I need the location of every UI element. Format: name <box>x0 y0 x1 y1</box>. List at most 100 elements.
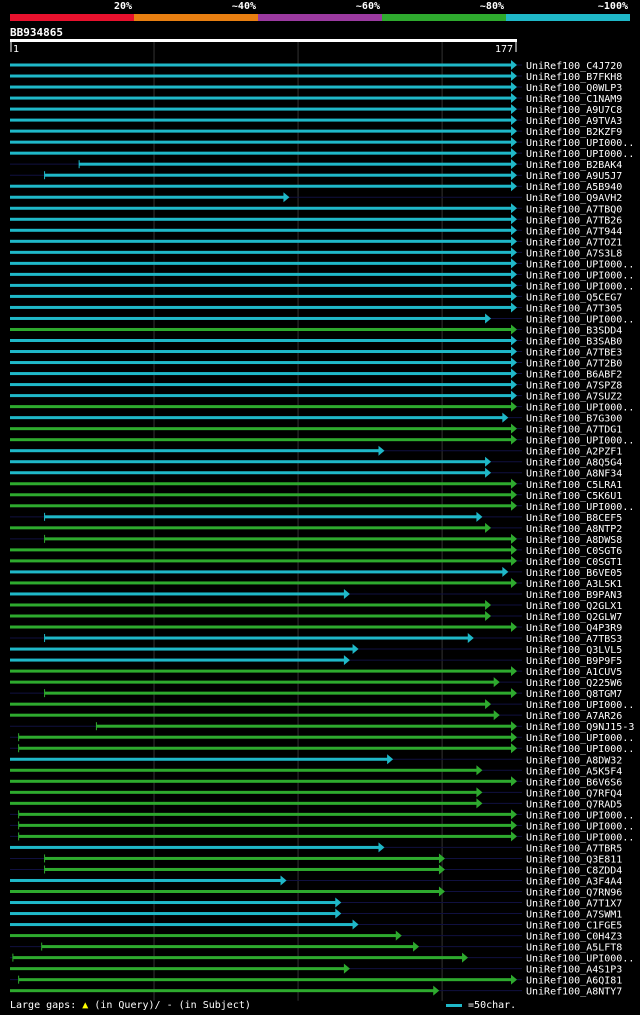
hit-label: UniRef100_B9P9F5 <box>526 656 622 667</box>
legend-segment <box>134 14 258 21</box>
hit-label: UniRef100_A8DWS8 <box>526 535 622 546</box>
hit-arrow <box>467 633 474 644</box>
hit-bar <box>10 339 512 342</box>
hit-label: UniRef100_UPI000.. <box>526 733 634 744</box>
hit-arrow <box>343 963 350 974</box>
hit-bar <box>18 834 512 838</box>
hit-bar <box>10 581 512 585</box>
hit-bar <box>10 647 354 651</box>
hit-label: UniRef100_A7TDG1 <box>526 425 622 436</box>
hit-label: UniRef100_A7T2B0 <box>526 359 622 370</box>
hit-label: UniRef100_A7TB26 <box>526 215 622 226</box>
hit-arrow <box>438 886 445 897</box>
hit-bar <box>10 680 495 684</box>
hit-label: UniRef100_UPI000.. <box>526 821 634 832</box>
hit-bar <box>12 956 464 960</box>
hit-arrow <box>511 60 517 70</box>
hit-arrow <box>511 368 517 379</box>
scale-bar-icon <box>446 1003 462 1007</box>
hit-arrow <box>511 500 517 511</box>
hit-label: UniRef100_A8Q5G4 <box>526 458 622 469</box>
hit-label: UniRef100_C0SGT1 <box>526 557 622 568</box>
hit-arrow <box>511 104 517 115</box>
hit-bar <box>10 878 282 882</box>
hit-bar <box>10 923 354 927</box>
hit-bar <box>44 515 478 519</box>
hit-arrow <box>511 214 517 225</box>
hit-bar <box>10 327 512 331</box>
hit-arrow <box>511 666 517 677</box>
query-gap-icon: ▲ <box>82 1000 89 1011</box>
hit-bar <box>10 757 389 761</box>
hit-arrow <box>511 93 517 104</box>
hit-label: UniRef100_UPI000.. <box>526 700 634 711</box>
hit-arrow <box>485 599 492 610</box>
hit-label: UniRef100_B6ABF2 <box>526 370 622 381</box>
hit-arrow <box>476 765 483 776</box>
hit-label: UniRef100_A9U7C8 <box>526 105 622 116</box>
hit-label: UniRef100_UPI000.. <box>526 810 634 821</box>
hit-bar <box>10 383 512 387</box>
hit-label: UniRef100_UPI000.. <box>526 403 634 414</box>
hit-bar <box>18 812 512 816</box>
hit-arrow <box>511 533 517 544</box>
hit-bar <box>10 713 495 717</box>
hit-bar <box>10 526 487 530</box>
hit-arrow <box>511 357 517 368</box>
hit-arrow <box>511 203 517 214</box>
hit-arrow <box>493 677 500 688</box>
hit-bar <box>10 702 487 706</box>
hit-label: UniRef100_C1FGE5 <box>526 921 622 932</box>
hit-arrow <box>511 831 517 842</box>
hit-arrow <box>352 919 359 930</box>
gaps-label: Large gaps: <box>10 1000 77 1011</box>
scale-label: =50char. <box>468 1000 517 1011</box>
axis-start-label: 1 <box>13 44 19 55</box>
hit-label: UniRef100_A7SPZ8 <box>526 381 622 392</box>
hit-label: UniRef100_A7TBE3 <box>526 348 622 359</box>
query-axis-bar <box>10 39 517 42</box>
hit-arrow <box>511 974 517 985</box>
hit-arrow <box>511 577 517 588</box>
hit-arrow <box>485 611 492 621</box>
hit-bar <box>10 63 512 67</box>
hit-arrow <box>511 137 517 148</box>
hit-label: UniRef100_B7FKH8 <box>526 72 622 83</box>
hit-label: UniRef100_A7SWM1 <box>526 910 622 921</box>
hit-label: UniRef100_A8DW32 <box>526 755 622 766</box>
hit-label: UniRef100_B3SDD4 <box>526 325 622 336</box>
hit-label: UniRef100_B3SAB0 <box>526 337 622 348</box>
hit-bar <box>10 493 512 497</box>
subject-gap-label: - (in Subject) <box>166 1000 251 1011</box>
hit-bar <box>18 823 512 827</box>
hit-arrow <box>378 842 385 853</box>
hit-bar <box>10 228 512 232</box>
hit-arrow <box>476 511 483 522</box>
hit-bar <box>18 735 512 739</box>
hit-label: UniRef100_UPI000.. <box>526 270 634 281</box>
hit-label: UniRef100_A2PZF1 <box>526 447 622 458</box>
hit-label: UniRef100_B2BAK4 <box>526 160 622 171</box>
hit-label: UniRef100_A3LSK1 <box>526 579 622 590</box>
hit-bar <box>10 129 512 133</box>
hit-label: UniRef100_B8CEF5 <box>526 513 622 524</box>
hit-bar <box>96 724 512 728</box>
hit-arrow <box>485 467 492 478</box>
identity-legend: 20% ~40% ~60% ~80% ~100% <box>10 0 630 22</box>
hit-bar <box>79 162 513 166</box>
hit-label: UniRef100_UPI000.. <box>526 954 634 965</box>
hit-bar <box>10 250 512 254</box>
hit-label: UniRef100_Q5CEG7 <box>526 292 622 303</box>
hit-arrow <box>511 743 517 754</box>
hit-arrow <box>335 897 342 908</box>
hit-arrow <box>462 952 469 963</box>
hit-label: UniRef100_Q2GLX1 <box>526 601 622 612</box>
hit-arrow <box>511 170 517 181</box>
hit-arrow <box>511 732 517 743</box>
hit-bar <box>10 890 440 893</box>
hit-bar <box>44 867 440 871</box>
hit-label: UniRef100_C0SGT6 <box>526 546 622 557</box>
hit-bar <box>10 316 487 320</box>
hit-arrow <box>511 401 517 412</box>
hit-label: UniRef100_Q7RAD5 <box>526 799 622 810</box>
